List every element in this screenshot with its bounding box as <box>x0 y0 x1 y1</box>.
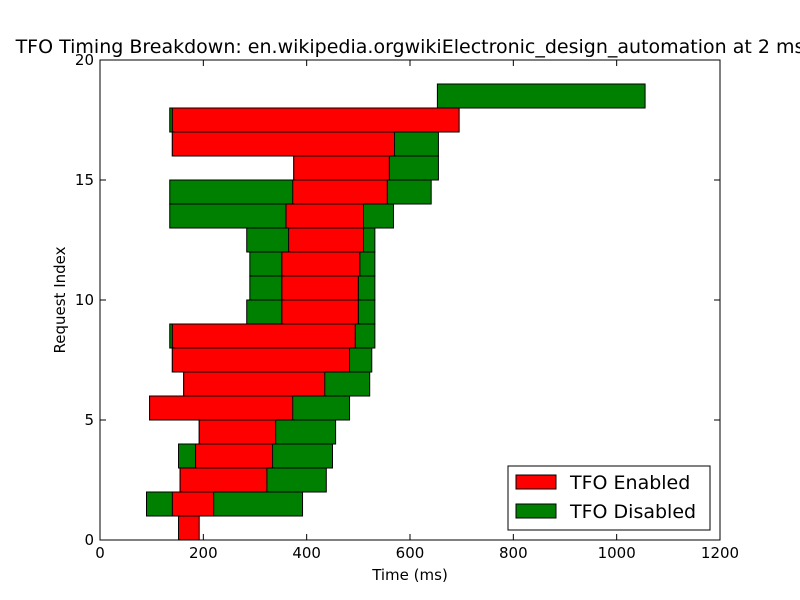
tfo-enabled-bar-13 <box>285 203 364 229</box>
tfo-enabled-bar-16 <box>171 131 395 157</box>
tfo-enabled-bar-8 <box>171 323 356 349</box>
y-tick-label: 5 <box>84 411 94 429</box>
x-tick-label: 0 <box>95 544 105 562</box>
y-tick-label: 20 <box>75 51 94 69</box>
tfo-enabled-bar-7 <box>171 347 351 373</box>
tfo-disabled-bar-18 <box>436 83 646 109</box>
tfo-enabled-bar-0 <box>178 515 200 541</box>
y-axis-title: Request Index <box>51 246 69 353</box>
x-tick-label: 1000 <box>598 544 636 562</box>
x-tick-label: 600 <box>396 544 425 562</box>
tfo-enabled-bar-14 <box>292 179 388 205</box>
tfo-disabled-bar-1 <box>146 491 304 517</box>
y-tick-label: 0 <box>84 531 94 549</box>
tfo-enabled-bar-1 <box>171 491 215 517</box>
bars-layer <box>146 83 646 541</box>
x-tick-label: 200 <box>189 544 218 562</box>
tfo-enabled-bar-12 <box>288 227 365 253</box>
chart-title: TFO Timing Breakdown: en.wikipedia.orgwi… <box>15 36 800 58</box>
y-tick-label: 10 <box>75 291 94 309</box>
tfo-enabled-bar-10 <box>281 275 359 301</box>
tfo-enabled-bar-6 <box>183 371 326 397</box>
tfo-enabled-bar-15 <box>293 155 390 181</box>
y-tick-label: 15 <box>75 171 94 189</box>
x-tick-label: 1200 <box>701 544 739 562</box>
x-tick-label: 800 <box>499 544 528 562</box>
legend-swatch <box>515 474 557 490</box>
tfo-enabled-bar-4 <box>198 419 277 445</box>
ticks-layer: 0 200 400 600 800 1000 1200 0 5 10 15 20 <box>75 51 739 562</box>
x-axis-title: Time (ms) <box>371 566 448 584</box>
tfo-enabled-bar-11 <box>281 251 361 277</box>
tfo-enabled-bar-3 <box>195 443 274 469</box>
legend-label: TFO Enabled <box>569 472 690 494</box>
tfo-enabled-bar-17 <box>171 107 460 133</box>
x-tick-label: 400 <box>292 544 321 562</box>
legend: TFO Enabled TFO Disabled <box>507 465 711 531</box>
tfo-enabled-bar-2 <box>179 467 268 493</box>
legend-label: TFO Disabled <box>569 501 696 523</box>
tfo-enabled-bar-9 <box>281 299 359 325</box>
tfo-enabled-bar-5 <box>149 395 294 421</box>
legend-swatch <box>515 503 557 519</box>
